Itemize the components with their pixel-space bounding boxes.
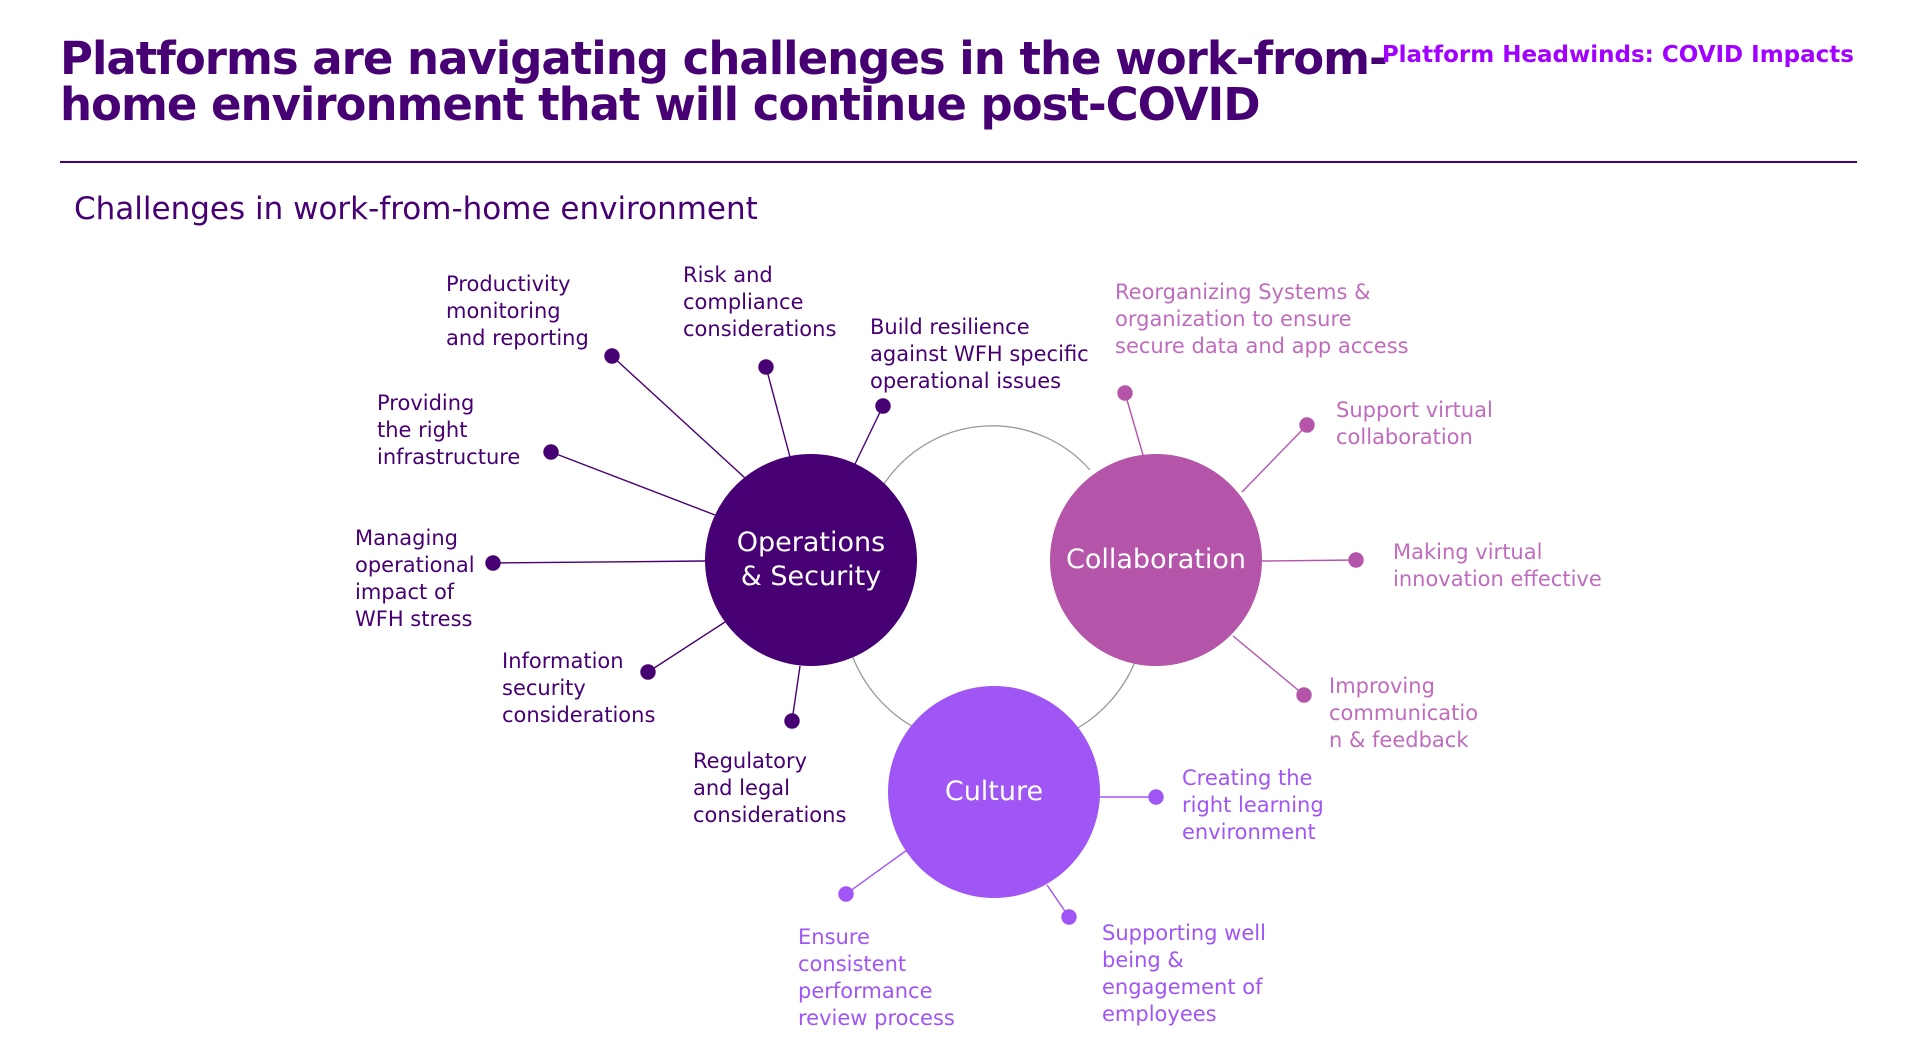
header-divider xyxy=(60,161,1857,163)
label-reorganizing-systems: Reorganizing Systems & organization to e… xyxy=(1115,280,1409,358)
label-build-resilience: Build resilience against WFH specific op… xyxy=(870,315,1089,393)
arc-ops-collab xyxy=(883,425,1091,485)
ops-dot-infrastructure xyxy=(543,444,559,460)
label-support-virtual-collaboration: Support virtual collaboration xyxy=(1336,398,1493,449)
label-risk-compliance: Risk and compliance considerations xyxy=(683,263,837,341)
ops-dot-risk xyxy=(758,359,774,375)
ops-dot-stress xyxy=(485,555,501,571)
culture-dot-learning xyxy=(1148,789,1164,805)
label-regulatory-legal: Regulatory and legal considerations xyxy=(693,749,847,827)
label-performance-review: Ensure consistent performance review pro… xyxy=(798,925,955,1030)
section-label: Platform Headwinds: COVID Impacts xyxy=(1381,42,1854,68)
collaboration-hub: Collaboration xyxy=(1050,454,1262,666)
collab-dot-communication xyxy=(1296,687,1312,703)
label-providing-infrastructure: Providing the right infrastructure xyxy=(377,391,521,469)
culture-hub: Culture xyxy=(888,686,1100,898)
arc-collab-culture xyxy=(1077,661,1136,729)
label-productivity-monitoring: Productivity monitoring and reporting xyxy=(446,272,589,350)
culture-dot-performance xyxy=(838,886,854,902)
culture-dot-wellbeing xyxy=(1061,909,1077,925)
collaboration-hub-label: Collaboration xyxy=(1066,544,1246,575)
arc-ops-culture xyxy=(851,654,916,729)
operations-security-hub-label: Operations & Security xyxy=(736,527,886,592)
label-supporting-wellbeing: Supporting well being & engagement of em… xyxy=(1102,921,1266,1026)
ops-dot-resilience xyxy=(875,398,891,414)
culture-hub-label: Culture xyxy=(944,776,1044,807)
label-learning-environment: Creating the right learning environment xyxy=(1182,766,1324,844)
collab-dot-innovation xyxy=(1348,552,1364,568)
label-information-security: Information security considerations xyxy=(502,649,656,727)
ops-dot-productivity xyxy=(604,348,620,364)
label-virtual-innovation: Making virtual innovation effective xyxy=(1393,540,1602,591)
diagram-subtitle: Challenges in work-from-home environment xyxy=(74,191,758,227)
label-improving-communication: Improving communicatio n & feedback xyxy=(1329,674,1479,752)
collab-dot-virtual xyxy=(1299,417,1315,433)
operations-security-hub: Operations & Security xyxy=(705,454,917,666)
ops-dot-regulatory xyxy=(784,713,800,729)
collab-dot-reorganizing xyxy=(1117,385,1133,401)
ops-dot-infosec xyxy=(640,664,656,680)
label-managing-wfh-stress: Managing operational impact of WFH stres… xyxy=(355,526,475,631)
page-title: Platforms are navigating challenges in t… xyxy=(60,32,1388,131)
